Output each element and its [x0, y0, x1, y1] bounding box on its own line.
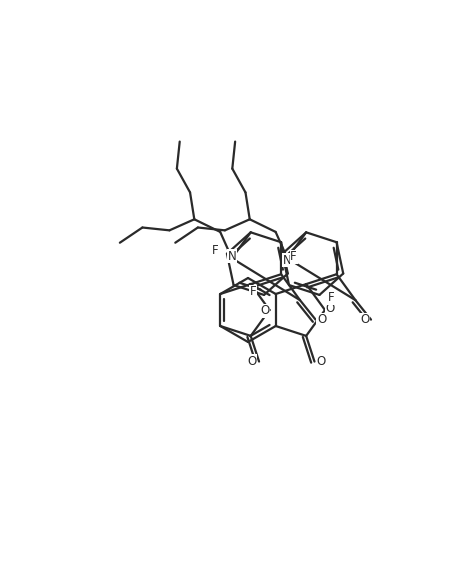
Text: N: N [283, 253, 292, 267]
Text: O: O [260, 305, 269, 318]
Text: F: F [212, 244, 219, 257]
Text: F: F [328, 292, 334, 305]
Text: O: O [317, 355, 326, 368]
Text: F: F [249, 285, 256, 298]
Text: F: F [290, 250, 297, 263]
Text: O: O [248, 355, 256, 368]
Text: O: O [325, 302, 335, 315]
Text: O: O [360, 313, 370, 326]
Text: N: N [227, 250, 236, 262]
Text: O: O [317, 313, 326, 326]
